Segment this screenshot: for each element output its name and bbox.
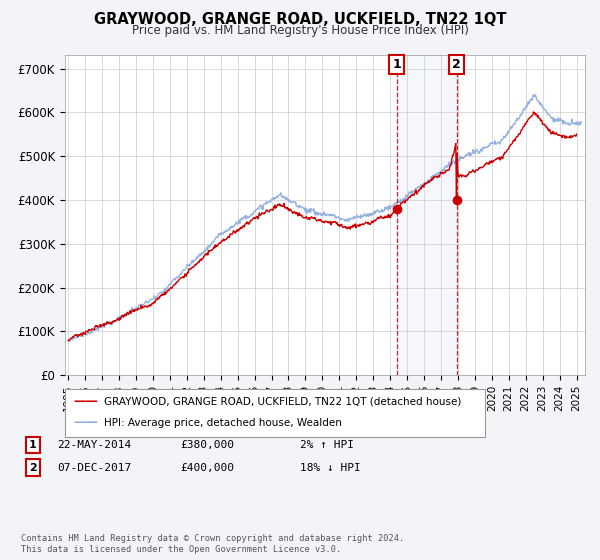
Text: £400,000: £400,000 <box>180 463 234 473</box>
Text: 2% ↑ HPI: 2% ↑ HPI <box>300 440 354 450</box>
Text: GRAYWOOD, GRANGE ROAD, UCKFIELD, TN22 1QT: GRAYWOOD, GRANGE ROAD, UCKFIELD, TN22 1Q… <box>94 12 506 27</box>
Text: Contains HM Land Registry data © Crown copyright and database right 2024.
This d: Contains HM Land Registry data © Crown c… <box>21 534 404 554</box>
Bar <box>397 55 457 375</box>
Text: 2: 2 <box>452 58 461 71</box>
Text: 18% ↓ HPI: 18% ↓ HPI <box>300 463 361 473</box>
Text: 1: 1 <box>29 440 37 450</box>
Text: £380,000: £380,000 <box>180 440 234 450</box>
Text: 1: 1 <box>392 58 401 71</box>
Text: Price paid vs. HM Land Registry's House Price Index (HPI): Price paid vs. HM Land Registry's House … <box>131 24 469 37</box>
Text: HPI: Average price, detached house, Wealden: HPI: Average price, detached house, Weal… <box>104 418 341 428</box>
Text: 2: 2 <box>29 463 37 473</box>
Text: 22-MAY-2014: 22-MAY-2014 <box>57 440 131 450</box>
Text: 07-DEC-2017: 07-DEC-2017 <box>57 463 131 473</box>
Text: GRAYWOOD, GRANGE ROAD, UCKFIELD, TN22 1QT (detached house): GRAYWOOD, GRANGE ROAD, UCKFIELD, TN22 1Q… <box>104 396 461 407</box>
Text: ——: —— <box>74 416 98 430</box>
Text: ——: —— <box>74 395 98 408</box>
